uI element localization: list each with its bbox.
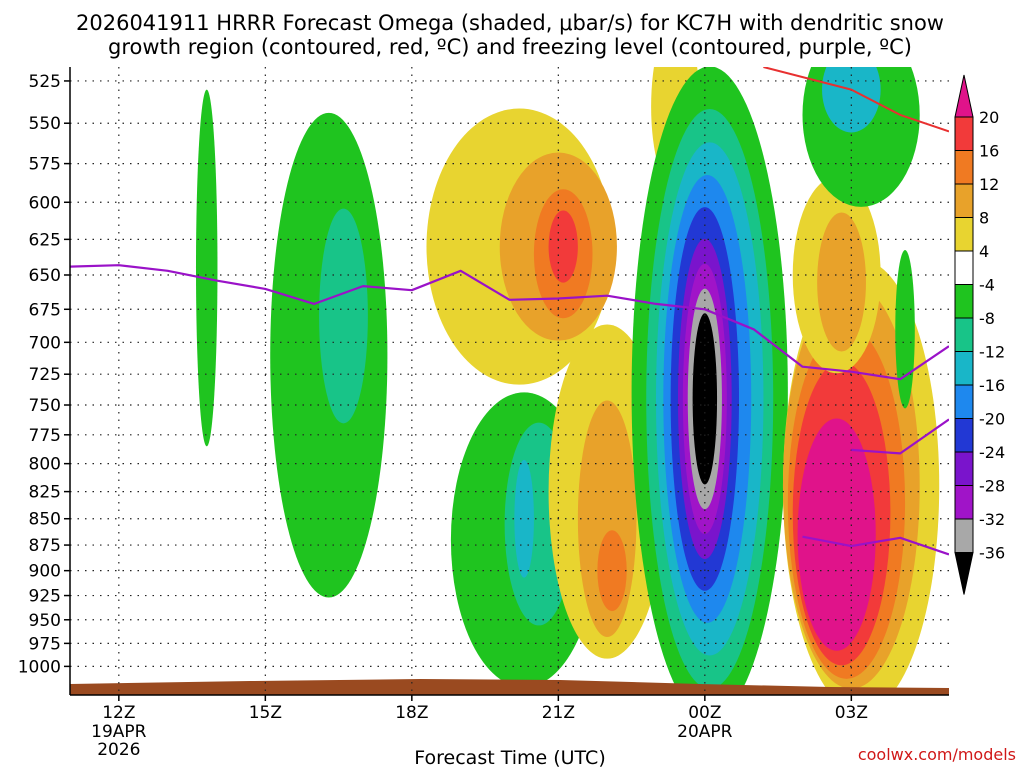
x-tick-label-15Z: 15Z (249, 703, 282, 723)
omega-shading (195, 67, 940, 695)
colorbar-label--28: -28 (979, 477, 1005, 496)
colorbar-swatch-9 (954, 384, 974, 419)
y-tick-label-825: 825 (29, 483, 61, 503)
y-tick-label-850: 850 (29, 510, 61, 530)
colorbar-swatch-2 (954, 150, 974, 185)
y-tick-label-975: 975 (29, 634, 61, 654)
y-tick-label-625: 625 (29, 230, 61, 250)
colorbar-label-16: 16 (979, 142, 999, 161)
y-tick-label-725: 725 (29, 365, 61, 385)
colorbar-label--20: -20 (979, 410, 1005, 429)
y-tick-label-950: 950 (29, 611, 61, 631)
colorbar-label--36: -36 (979, 544, 1005, 563)
y-axis: 525 550 575 600 625 650 675 700 725 750 775 800 825 8… (18, 67, 71, 695)
colorbar-swatch-11 (954, 451, 974, 486)
x-tick-label-21Z: 21Z (542, 703, 575, 723)
x-tick-label-03Z: 03Z (835, 703, 868, 723)
chart-title-line-2: growth region (contoured, red, ºC) and f… (108, 35, 912, 59)
colorbar-swatch-3 (954, 183, 974, 218)
colorbar-swatch-10 (954, 418, 974, 453)
y-tick-label-750: 750 (29, 396, 61, 416)
y-tick-label-675: 675 (29, 300, 61, 320)
colorbar-swatch-5 (954, 250, 974, 285)
omega-region-red-blob-1 (548, 210, 578, 283)
y-tick-label-550: 550 (29, 114, 61, 134)
x-tick-label-12Z: 12Z (102, 703, 135, 723)
x-tick-label-18Z: 18Z (395, 703, 428, 723)
ground-surface (70, 679, 949, 695)
colorbar-label--32: -32 (979, 510, 1005, 529)
colorbar-label--16: -16 (979, 376, 1005, 395)
x-tick-date-00Z: 20APR (677, 722, 733, 742)
colorbar-swatch-12 (954, 485, 974, 520)
colorbar-label-20: 20 (979, 108, 999, 127)
chart-title-line-1: 2026041911 HRRR Forecast Omega (shaded, … (76, 11, 944, 35)
y-tick-label-575: 575 (29, 155, 61, 175)
x-tick-year-12Z: 2026 (97, 740, 140, 760)
colorbar-label--12: -12 (979, 343, 1005, 362)
x-tick-label-00Z: 00Z (688, 703, 721, 723)
dgz-contour-line (763, 67, 949, 133)
colorbar-swatch-7 (954, 317, 974, 352)
colorbar-label--8: -8 (979, 309, 995, 328)
colorbar-swatch-6 (954, 284, 974, 319)
omega-region-green-strip-1 (195, 89, 218, 447)
omega-region-deep-orange-col-2 (597, 530, 627, 612)
y-tick-label-775: 775 (29, 426, 61, 446)
y-tick-label-1000: 1000 (18, 657, 61, 677)
x-tick-date-12Z: 19APR (91, 722, 147, 742)
credit-text: coolwx.com/models (858, 745, 1016, 764)
y-tick-label-800: 800 (29, 455, 61, 475)
omega-region-green-right-strip (895, 250, 915, 409)
y-tick-label-600: 600 (29, 193, 61, 213)
omega-region-cyan-top-right (822, 67, 881, 133)
colorbar-label-8: 8 (979, 209, 989, 228)
colorbar-swatch-1 (954, 116, 974, 151)
y-tick-label-900: 900 (29, 562, 61, 582)
omega-region-teal-blob-2 (319, 208, 368, 424)
omega-region-magenta-core-5 (797, 418, 876, 651)
colorbar-top-arrow (954, 74, 974, 118)
contour-lines (70, 67, 949, 556)
y-tick-label-700: 700 (29, 333, 61, 353)
x-axis-label: Forecast Time (UTC) (414, 747, 605, 768)
omega-region-orange-upper-6 (817, 212, 866, 352)
plot-area (70, 67, 949, 695)
colorbar-swatch-8 (954, 351, 974, 386)
colorbar-swatch-4 (954, 217, 974, 252)
colorbar-bottom-arrow (954, 552, 974, 595)
y-tick-label-875: 875 (29, 536, 61, 556)
freezing-level-line (70, 264, 949, 381)
y-tick-label-650: 650 (29, 266, 61, 286)
y-tick-label-925: 925 (29, 587, 61, 607)
freezing-level-line-mid (851, 418, 949, 455)
omega-region-omega-column-core (692, 313, 718, 485)
omega-region-cyan-blob-3 (514, 459, 534, 578)
colorbar-label--24: -24 (979, 443, 1005, 462)
colorbar-label-12: 12 (979, 175, 999, 194)
colorbar: 20 16 12 8 4 -4 -8 -12 -16 -20 -24 -28 -32 -36 (954, 74, 1005, 595)
colorbar-swatch-13 (954, 518, 974, 553)
y-tick-label-525: 525 (29, 72, 61, 92)
colorbar-label-4: 4 (979, 242, 989, 261)
colorbar-label--4: -4 (979, 276, 995, 295)
freezing-level-line-lower (802, 535, 949, 556)
